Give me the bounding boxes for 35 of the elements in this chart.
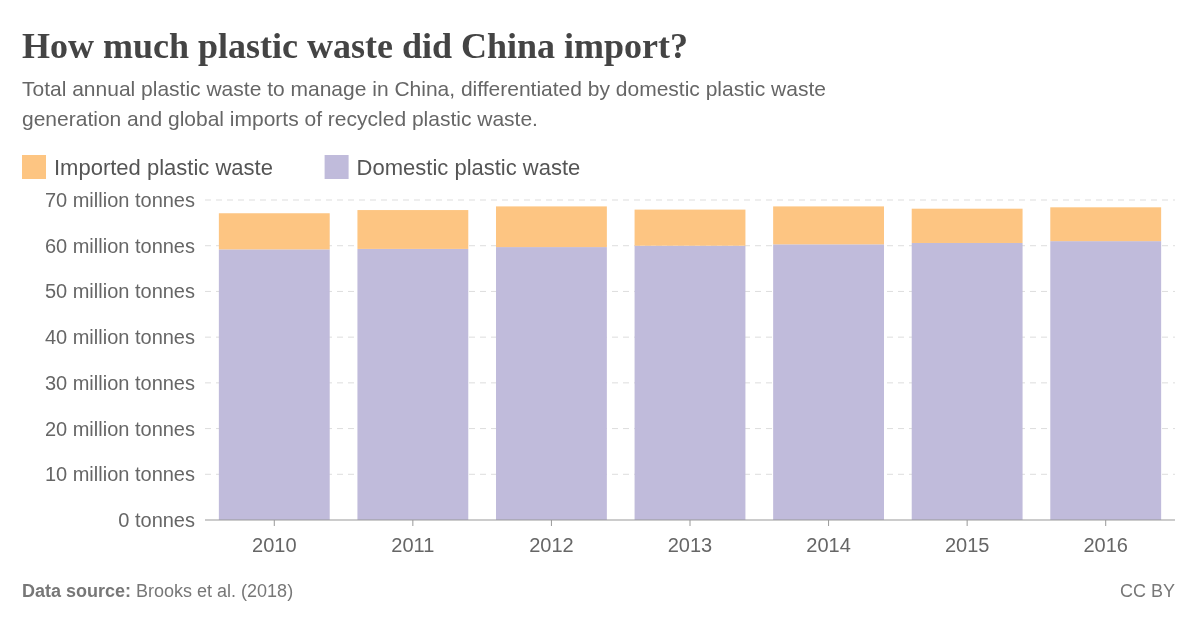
bar xyxy=(773,206,884,245)
x-tick-label: 2012 xyxy=(529,534,574,556)
x-tick-label: 2013 xyxy=(667,534,713,556)
bar xyxy=(911,242,1023,520)
y-tick-label: 20 million tonnes xyxy=(44,417,195,440)
y-tick-label: 70 million tonnes xyxy=(44,189,195,211)
legend-label: Imported plastic waste xyxy=(54,155,273,180)
bar xyxy=(634,209,746,246)
bar xyxy=(218,249,330,520)
y-tick-label: 40 million tonnes xyxy=(44,326,195,349)
bar xyxy=(357,210,469,249)
y-tick-label: 50 million tonnes xyxy=(44,280,195,303)
y-tick-label: 30 million tonnes xyxy=(44,371,195,394)
x-tick-label: 2015 xyxy=(944,534,990,556)
bar xyxy=(911,208,1023,243)
bar xyxy=(1050,207,1162,242)
x-tick-label: 2014 xyxy=(806,534,851,556)
y-tick-label: 10 million tonnes xyxy=(44,463,195,486)
x-tick-label: 2011 xyxy=(391,534,435,556)
chart-title: How much plastic waste did China import? xyxy=(22,26,689,66)
x-tick-label: 2010 xyxy=(252,534,297,556)
bar xyxy=(218,213,330,250)
x-tick-label: 2016 xyxy=(1083,534,1128,556)
text: CC BY xyxy=(1119,581,1175,601)
bar xyxy=(1050,241,1162,520)
bar xyxy=(634,245,746,520)
source-note: Data source: Brooks et al. (2018) xyxy=(22,581,294,601)
chart-subtitle: Total annual plastic waste to manage in China, differentiated by domestic plastic waste generation and global imports of recycled plastic waste. xyxy=(22,77,826,130)
y-tick-label: 0 tonnes xyxy=(118,509,195,531)
bar xyxy=(496,206,607,248)
legend-label: Domestic plastic waste xyxy=(356,155,581,180)
y-tick-label: 60 million tonnes xyxy=(44,234,195,257)
bar xyxy=(496,247,607,520)
bar xyxy=(357,248,469,520)
bar xyxy=(773,244,884,520)
